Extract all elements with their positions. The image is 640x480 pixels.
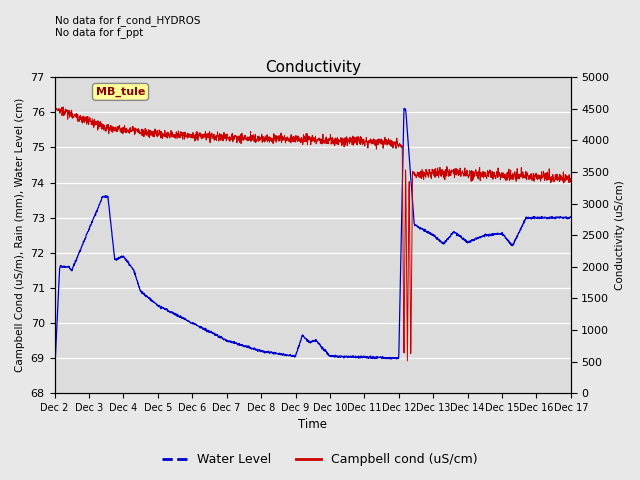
Legend: Water Level, Campbell cond (uS/cm): Water Level, Campbell cond (uS/cm)	[157, 448, 483, 471]
Title: Conductivity: Conductivity	[265, 60, 361, 75]
Text: No data for f_cond_HYDROS
No data for f_ppt: No data for f_cond_HYDROS No data for f_…	[54, 15, 200, 38]
Y-axis label: Conductivity (uS/cm): Conductivity (uS/cm)	[615, 180, 625, 290]
X-axis label: Time: Time	[298, 419, 327, 432]
Y-axis label: Campbell Cond (uS/m), Rain (mm), Water Level (cm): Campbell Cond (uS/m), Rain (mm), Water L…	[15, 98, 25, 372]
Text: MB_tule: MB_tule	[96, 87, 145, 97]
